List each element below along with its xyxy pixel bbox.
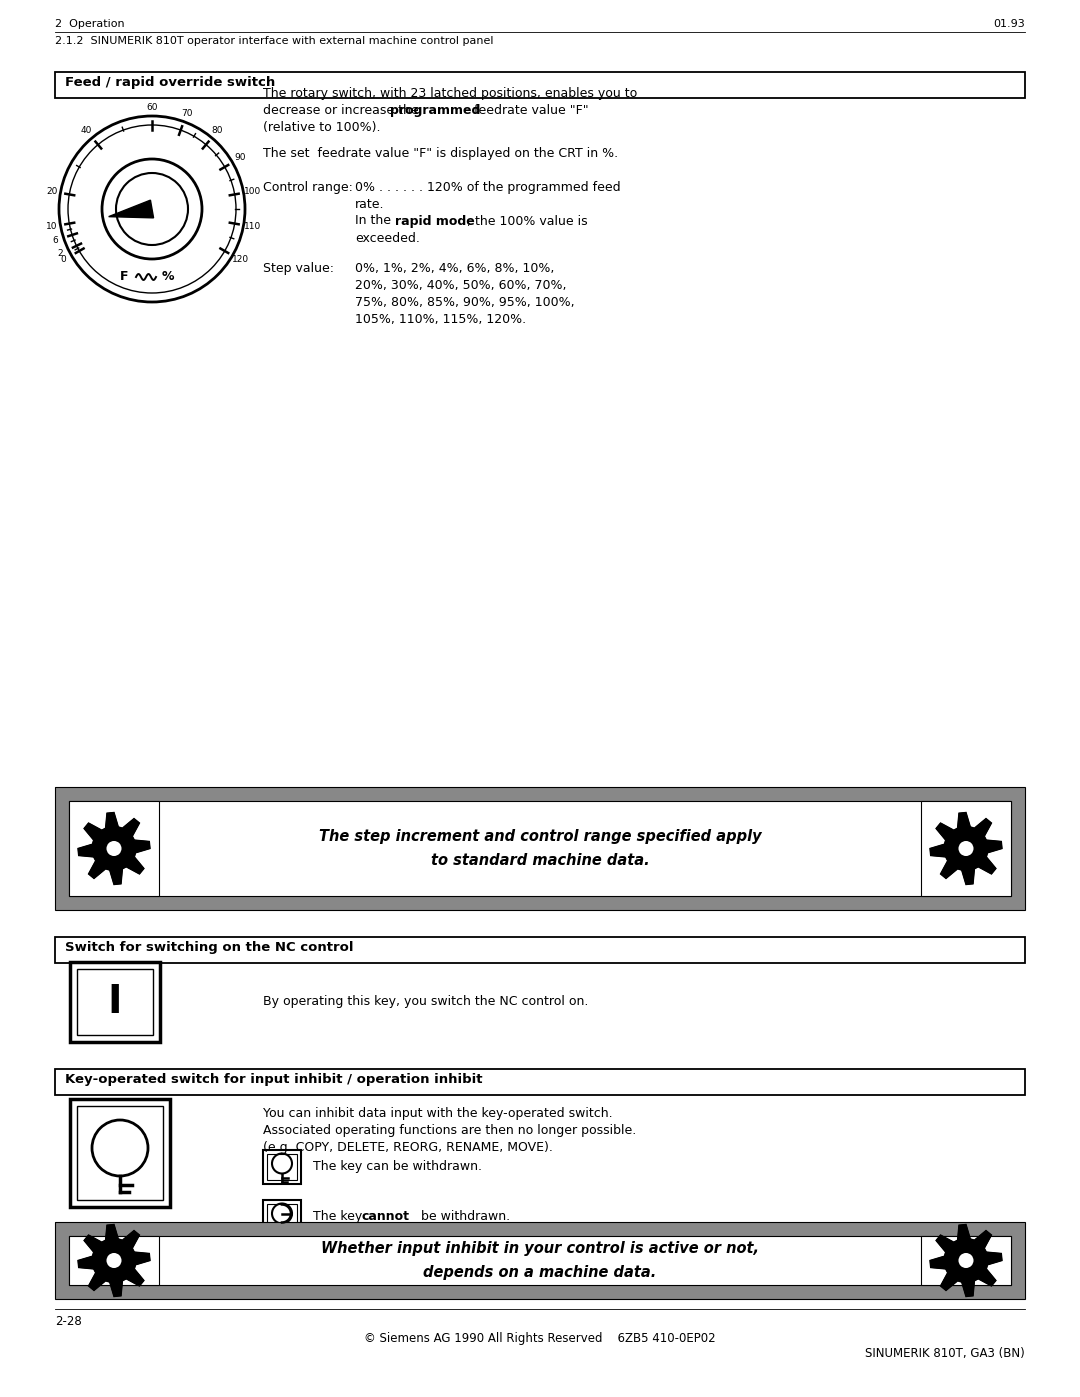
Text: I: I — [108, 983, 122, 1021]
Text: By operating this key, you switch the NC control on.: By operating this key, you switch the NC… — [264, 996, 589, 1009]
Text: (e.g. COPY, DELETE, REORG, RENAME, MOVE).: (e.g. COPY, DELETE, REORG, RENAME, MOVE)… — [264, 1141, 553, 1154]
Circle shape — [59, 116, 245, 302]
Circle shape — [958, 840, 974, 856]
Text: Feed / rapid override switch: Feed / rapid override switch — [65, 75, 275, 89]
Text: The key can be withdrawn.: The key can be withdrawn. — [313, 1160, 482, 1173]
Text: Whether input inhibit in your control is active or not,: Whether input inhibit in your control is… — [321, 1241, 759, 1256]
Text: 0%, 1%, 2%, 4%, 6%, 8%, 10%,: 0%, 1%, 2%, 4%, 6%, 8%, 10%, — [355, 263, 554, 275]
Polygon shape — [78, 1225, 150, 1296]
Text: 100: 100 — [244, 187, 261, 196]
Text: 75%, 80%, 85%, 90%, 95%, 100%,: 75%, 80%, 85%, 90%, 95%, 100%, — [355, 296, 575, 309]
Text: F: F — [120, 271, 129, 284]
Bar — [70, 963, 160, 1042]
Text: 10: 10 — [45, 222, 57, 232]
Bar — [70, 1099, 170, 1207]
Bar — [69, 800, 159, 895]
Text: 2: 2 — [57, 249, 63, 258]
Bar — [267, 1203, 297, 1229]
Text: 2-28: 2-28 — [55, 1315, 82, 1329]
Bar — [264, 1200, 301, 1234]
Bar — [69, 800, 1011, 895]
Text: Control range:: Control range: — [264, 180, 353, 194]
Polygon shape — [78, 813, 150, 884]
Bar — [1011, 787, 1025, 909]
Bar — [1011, 1222, 1025, 1299]
Text: 2.1.2  SINUMERIK 810T operator interface with external machine control panel: 2.1.2 SINUMERIK 810T operator interface … — [55, 36, 494, 46]
Bar — [69, 1236, 1011, 1285]
Text: The rotary switch, with 23 latched positions, enables you to: The rotary switch, with 23 latched posit… — [264, 87, 637, 101]
Bar — [77, 1106, 163, 1200]
Text: Switch for switching on the NC control: Switch for switching on the NC control — [65, 942, 353, 954]
Polygon shape — [109, 200, 153, 218]
Bar — [267, 1154, 297, 1179]
Text: to standard machine data.: to standard machine data. — [431, 854, 649, 868]
Bar — [55, 895, 1025, 909]
Text: rapid mode: rapid mode — [395, 215, 475, 228]
Text: 40: 40 — [81, 126, 92, 136]
Bar — [77, 970, 153, 1035]
Bar — [921, 1236, 1011, 1285]
Text: In the: In the — [355, 215, 395, 228]
Bar — [55, 1222, 69, 1299]
Bar — [55, 73, 1025, 98]
Text: , the 100% value is: , the 100% value is — [467, 215, 588, 228]
Text: 110: 110 — [244, 222, 261, 232]
Bar — [921, 800, 1011, 895]
Bar — [264, 1150, 301, 1183]
Text: You can inhibit data input with the key-operated switch.: You can inhibit data input with the key-… — [264, 1106, 612, 1120]
Text: Associated operating functions are then no longer possible.: Associated operating functions are then … — [264, 1125, 636, 1137]
Bar — [55, 787, 1025, 800]
Text: 20: 20 — [45, 187, 57, 196]
Bar — [55, 1069, 1025, 1095]
Bar — [55, 787, 69, 909]
Bar — [69, 1236, 159, 1285]
Text: 70: 70 — [181, 109, 192, 117]
Text: (relative to 100%).: (relative to 100%). — [264, 122, 380, 134]
Text: Key-operated switch for input inhibit / operation inhibit: Key-operated switch for input inhibit / … — [65, 1073, 483, 1085]
Bar — [55, 787, 1025, 909]
Text: 6: 6 — [52, 236, 58, 244]
Text: 120: 120 — [232, 256, 248, 264]
Circle shape — [102, 159, 202, 258]
Text: 60: 60 — [146, 102, 158, 112]
Text: Step value:: Step value: — [264, 263, 334, 275]
Text: cannot: cannot — [361, 1210, 409, 1222]
Circle shape — [106, 840, 122, 856]
Text: SINUMERIK 810T, GA3 (BN): SINUMERIK 810T, GA3 (BN) — [865, 1347, 1025, 1361]
Circle shape — [106, 1252, 122, 1268]
Text: 105%, 110%, 115%, 120%.: 105%, 110%, 115%, 120%. — [355, 313, 526, 326]
Text: rate.: rate. — [355, 197, 384, 211]
Bar — [55, 1285, 1025, 1299]
Text: 01.93: 01.93 — [994, 20, 1025, 29]
Text: %: % — [162, 271, 174, 284]
Text: The key: The key — [313, 1210, 366, 1222]
Text: programmed: programmed — [390, 103, 481, 117]
Bar — [55, 1222, 1025, 1299]
Text: depends on a machine data.: depends on a machine data. — [423, 1266, 657, 1280]
Text: 20%, 30%, 40%, 50%, 60%, 70%,: 20%, 30%, 40%, 50%, 60%, 70%, — [355, 279, 567, 292]
Text: 0: 0 — [60, 256, 67, 264]
Bar — [55, 937, 1025, 963]
Text: © Siemens AG 1990 All Rights Reserved    6ZB5 410-0EP02: © Siemens AG 1990 All Rights Reserved 6Z… — [364, 1331, 716, 1345]
Text: feedrate value "F": feedrate value "F" — [470, 103, 589, 117]
Text: 80: 80 — [212, 126, 224, 136]
Text: 2  Operation: 2 Operation — [55, 20, 124, 29]
Text: exceeded.: exceeded. — [355, 232, 420, 244]
Text: 90: 90 — [234, 154, 246, 162]
Text: be withdrawn.: be withdrawn. — [417, 1210, 510, 1222]
Text: decrease or increase the: decrease or increase the — [264, 103, 422, 117]
Text: 0% . . . . . . 120% of the programmed feed: 0% . . . . . . 120% of the programmed fe… — [355, 180, 621, 194]
Text: The step increment and control range specified apply: The step increment and control range spe… — [319, 828, 761, 844]
Polygon shape — [930, 813, 1002, 884]
Circle shape — [958, 1252, 974, 1268]
Polygon shape — [930, 1225, 1002, 1296]
Bar — [55, 1222, 1025, 1236]
Text: The set  feedrate value "F" is displayed on the CRT in %.: The set feedrate value "F" is displayed … — [264, 147, 618, 159]
